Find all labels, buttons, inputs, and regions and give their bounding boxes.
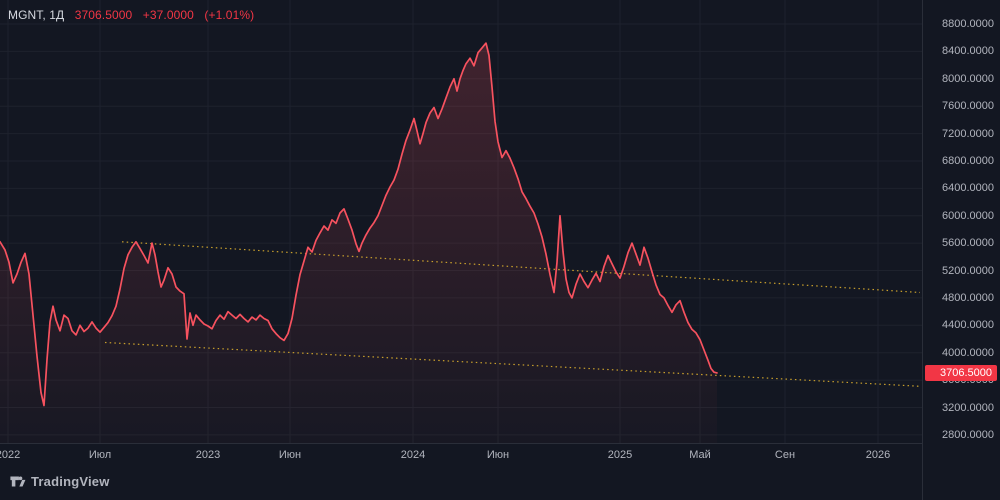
price-tick-label: 8800.0000 bbox=[942, 17, 994, 30]
price-tick-label: 7600.0000 bbox=[942, 100, 994, 113]
tradingview-logo-icon bbox=[10, 476, 26, 487]
last-price-value: 3706.5000 bbox=[74, 8, 133, 22]
price-tick-label: 3200.0000 bbox=[942, 401, 994, 414]
time-tick-label: 2025 bbox=[607, 449, 633, 461]
time-tick-label: 2026 bbox=[865, 449, 891, 461]
time-tick-label: 2024 bbox=[400, 449, 426, 461]
price-tick-label: 5200.0000 bbox=[942, 264, 994, 277]
price-tick-label: 6000.0000 bbox=[942, 209, 994, 222]
chart-plot-area[interactable] bbox=[0, 0, 922, 443]
trendline[interactable] bbox=[121, 241, 921, 294]
price-change-value: +37.0000 bbox=[142, 8, 194, 22]
price-series-svg[interactable] bbox=[0, 0, 922, 443]
price-tick-label: 8400.0000 bbox=[942, 45, 994, 58]
tradingview-watermark-link[interactable]: TradingView bbox=[9, 473, 110, 490]
time-tick-label: Сен bbox=[774, 449, 796, 461]
price-line-series[interactable] bbox=[0, 42, 718, 407]
symbol-interval-label[interactable]: MGNT, 1Д bbox=[8, 8, 65, 22]
symbol-legend[interactable]: MGNT, 1Д 3706.5000 +37.0000 (+1.01%) bbox=[8, 8, 254, 22]
price-tick-label: 4000.0000 bbox=[942, 346, 994, 359]
time-axis[interactable]: 2022 Июл 2023 Июн 2024 Июн 2025 Май Сен 2026 bbox=[0, 443, 922, 468]
price-tick-label: 2800.0000 bbox=[942, 428, 994, 441]
price-tick-label: 8000.0000 bbox=[942, 72, 994, 85]
price-tick-label: 6400.0000 bbox=[942, 182, 994, 195]
series-area-fill bbox=[0, 43, 717, 443]
time-tick-label: 2022 bbox=[0, 449, 21, 461]
price-tick-label: 7200.0000 bbox=[942, 127, 994, 140]
price-tick-label: 6800.0000 bbox=[942, 154, 994, 167]
time-tick-label: Июн bbox=[486, 449, 510, 461]
last-price-badge: 3706.5000 bbox=[925, 364, 997, 381]
price-tick-label: 5600.0000 bbox=[942, 237, 994, 250]
time-tick-label: Май bbox=[689, 449, 711, 461]
price-tick-label: 4800.0000 bbox=[942, 291, 994, 304]
time-tick-label: Июл bbox=[88, 449, 112, 461]
price-tick-label: 4400.0000 bbox=[942, 319, 994, 332]
time-tick-label: 2023 bbox=[195, 449, 221, 461]
time-tick-label: Июн bbox=[278, 449, 302, 461]
price-axis[interactable]: 3706.5000 8800.0000 8400.0000 8000.0000 760… bbox=[922, 0, 1000, 500]
tradingview-watermark-label: TradingView bbox=[31, 474, 110, 489]
price-change-percent: (+1.01%) bbox=[204, 8, 255, 22]
